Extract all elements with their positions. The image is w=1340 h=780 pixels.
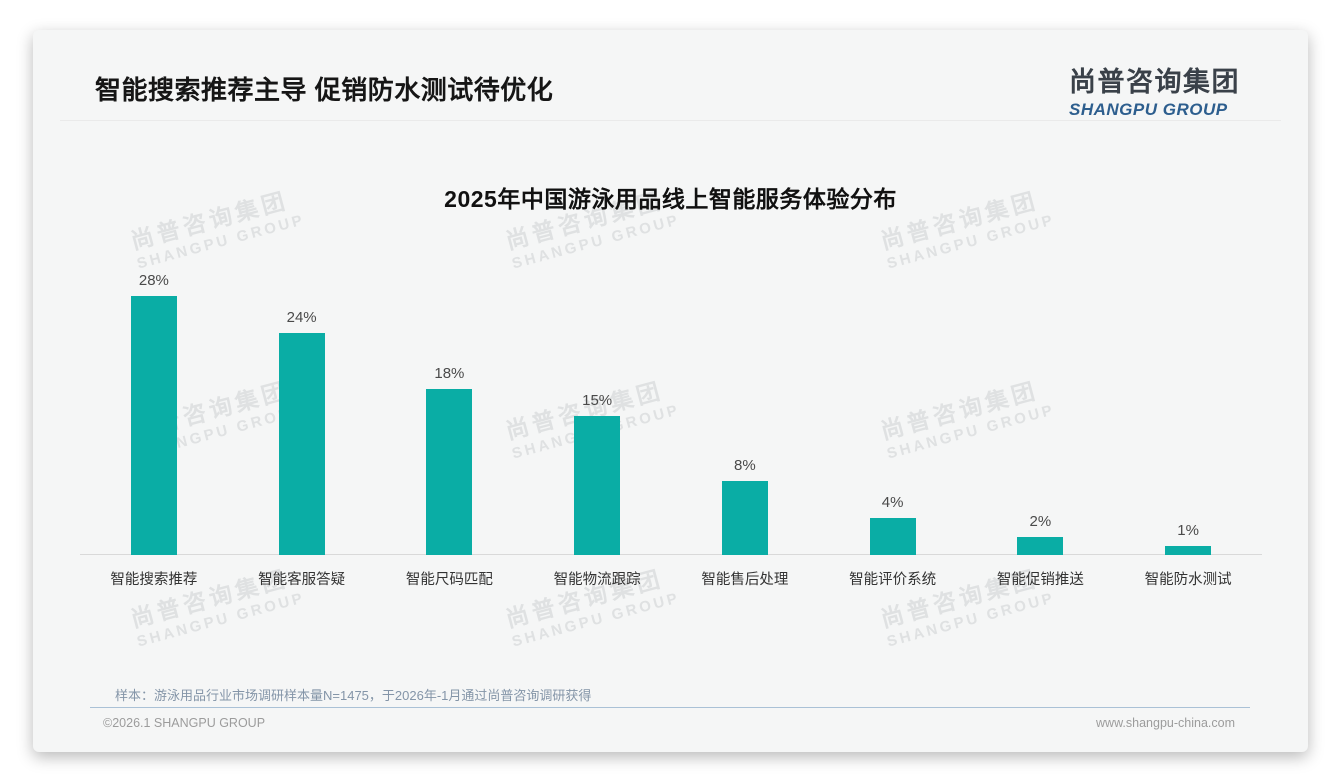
bar-slot: 8% 智能售后处理 (671, 245, 819, 588)
sample-note: 样本：游泳用品行业市场调研样本量N=1475，于2026年-1月通过尚普咨询调研… (115, 688, 592, 703)
header-divider (60, 120, 1281, 121)
page-title: 智能搜索推荐主导 促销防水测试待优化 (95, 75, 554, 105)
category-label: 智能售后处理 (701, 572, 789, 588)
bar (574, 416, 621, 555)
bar-slot: 4% 智能评价系统 (819, 245, 967, 588)
bar (721, 481, 768, 555)
footer-divider (90, 707, 1250, 708)
slide-card: 智能搜索推荐主导 促销防水测试待优化 尚普咨询集团 SHANGPU GROUP … (33, 30, 1308, 752)
bar-slot: 18% 智能尺码匹配 (376, 245, 524, 589)
footer-website: www.shangpu-china.com (1096, 716, 1235, 730)
category-label: 智能防水测试 (1144, 572, 1232, 588)
footer-copyright: ©2026.1 SHANGPU GROUP (103, 716, 266, 730)
bar-chart: 28% 智能搜索推荐 24% 智能客服答疑 18% 智能尺码匹配 15% 智能物流跟踪 8% 智能… (80, 245, 1262, 589)
chart-title: 2025年中国游泳用品线上智能服务体验分布 (444, 186, 897, 212)
bar-slot: 2% 智能促销推送 (967, 245, 1115, 589)
logo-cn-text: 尚普咨询集团 (1069, 67, 1240, 97)
bar-slot: 28% 智能搜索推荐 (80, 245, 228, 588)
value-label: 8% (734, 457, 756, 474)
logo-en-text: SHANGPU GROUP (1069, 100, 1228, 119)
bar (130, 296, 177, 555)
x-axis-line (80, 554, 1262, 555)
value-label: 4% (881, 494, 904, 511)
bar (869, 518, 916, 555)
value-label: 24% (286, 309, 317, 326)
category-label: 智能尺码匹配 (405, 572, 493, 588)
bar (278, 333, 325, 555)
value-label: 1% (1177, 521, 1199, 539)
category-label: 智能促销推送 (996, 572, 1084, 588)
value-label: 15% (582, 392, 613, 410)
footer: ©2026.1 SHANGPU GROUP www.shangpu-china.… (103, 716, 1235, 730)
bar (426, 388, 473, 555)
value-label: 2% (1029, 512, 1052, 530)
category-label: 智能物流跟踪 (553, 572, 641, 588)
category-label: 智能客服答疑 (258, 572, 346, 588)
value-label: 18% (434, 364, 465, 382)
bar-slot: 15% 智能物流跟踪 (523, 245, 671, 588)
category-label: 智能评价系统 (849, 572, 937, 588)
category-label: 智能搜索推荐 (110, 572, 198, 588)
value-label: 28% (138, 272, 169, 289)
bar-slot: 1% 智能防水测试 (1114, 245, 1262, 588)
logo: 尚普咨询集团 SHANGPU GROUP (1069, 60, 1240, 120)
bar (1165, 545, 1212, 555)
bar-slot: 24% 智能客服答疑 (228, 245, 376, 588)
bar (1017, 536, 1064, 555)
